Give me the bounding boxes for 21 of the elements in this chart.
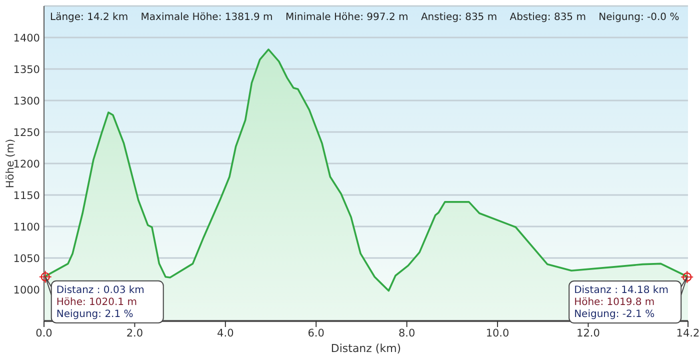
x-tick-label: 0.0	[36, 327, 52, 340]
y-tick-label: 1050	[13, 253, 40, 265]
x-tick-label: 6.0	[308, 327, 324, 340]
x-tick-label: 8.0	[398, 327, 416, 340]
annotation: Distanz : 0.03 km Höhe: 1020.1 m Neigung: 2.1 %	[56, 284, 144, 320]
annotation: Länge: 14.2 km Maximale Höhe: 1381.9 m Minimale Höhe: 997.2 m Anstieg: 835 m Abstieg: 835 m Neigung: -0.0 %	[50, 12, 680, 23]
x-tick-label: 2.0	[126, 327, 144, 340]
y-tick-label: 1250	[13, 127, 40, 139]
y-tick-label: 1200	[13, 158, 40, 170]
y-tick-label: 1400	[13, 32, 40, 44]
annotation: Distanz : 14.18 km Höhe: 1019.8 m Neigung: -2.1 %	[574, 285, 668, 320]
y-tick-label: 1000	[13, 284, 40, 296]
x-tick-label: 10.0	[486, 327, 510, 340]
y-tick-label: 1300	[13, 96, 40, 108]
x-tick-label: 12.0	[576, 327, 600, 340]
y-tick-label: 1100	[13, 222, 40, 234]
x-tick-label: 14.2	[676, 327, 700, 340]
x-tick-label: 4.0	[217, 327, 234, 340]
x-axis-title: Distanz (km)	[330, 342, 402, 355]
y-tick-label: 1350	[13, 64, 40, 76]
y-tick-label: 1150	[13, 190, 40, 202]
